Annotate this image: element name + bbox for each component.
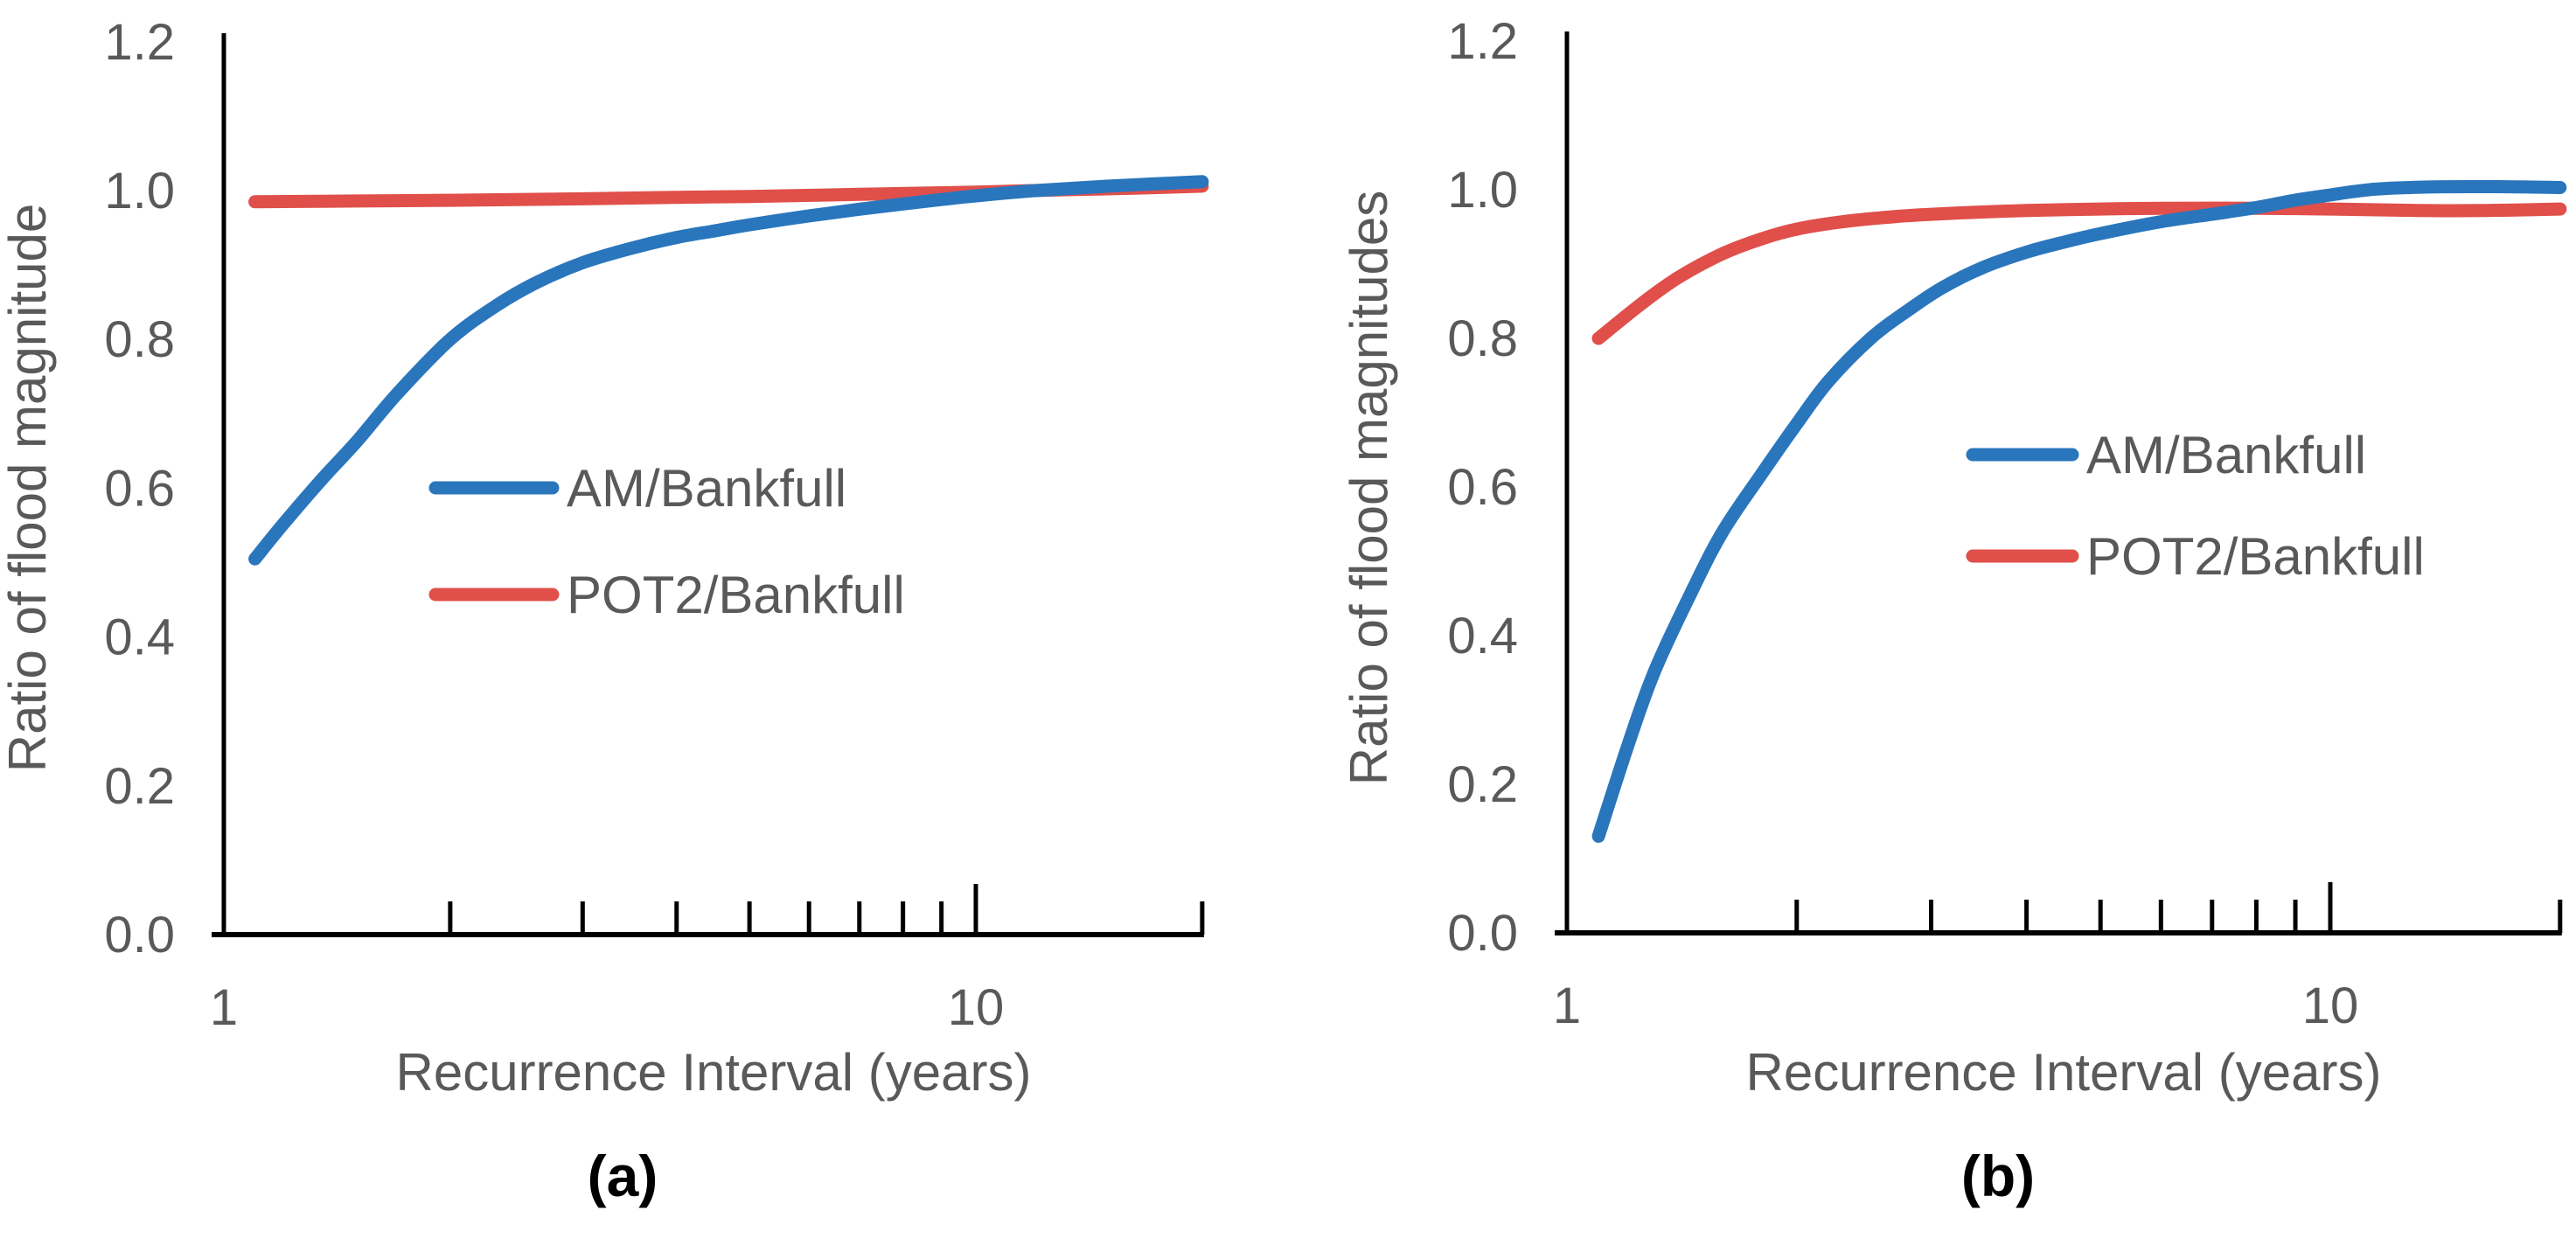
series-line-am-bankfull	[1591, 179, 2567, 843]
y-tick-label: 0.0	[104, 907, 175, 963]
series-line-pot2-bankfull	[1591, 201, 2567, 345]
legend-label: POT2/Bankfull	[2086, 527, 2425, 586]
y-tick-label: 0.0	[1447, 905, 1518, 962]
y-tick-label: 0.4	[104, 609, 175, 666]
legend-a: AM/Bankfull POT2/Bankfull	[428, 459, 905, 624]
x-tick-label: 10	[948, 979, 1005, 1036]
y-tick-label: 1.0	[104, 163, 175, 219]
legend-label: POT2/Bankfull	[567, 566, 905, 624]
legend-label: AM/Bankfull	[567, 459, 846, 518]
y-tick-label: 0.4	[1447, 608, 1518, 664]
panel-b: 1 10 0.0 0.2 0.4 0.6 0.8 1.0 1.2 AM/Bankfull POT2…	[1340, 13, 2567, 1208]
series-group-b	[1591, 179, 2567, 843]
y-tick-label: 0.8	[1447, 310, 1518, 367]
y-tick-label: 1.2	[1447, 13, 1518, 70]
y-tick-label: 0.8	[104, 311, 175, 368]
x-axis-title-b: Recurrence Interval (years)	[1746, 1043, 2382, 1102]
y-tick-label: 0.6	[104, 460, 175, 517]
caption-a: (a)	[588, 1144, 658, 1208]
x-tick-label: 1	[1553, 977, 1581, 1034]
legend-b: AM/Bankfull POT2/Bankfull	[1966, 426, 2425, 586]
y-tick-label: 0.2	[1447, 756, 1518, 813]
y-tick-label: 1.0	[1447, 162, 1518, 219]
caption-b: (b)	[1961, 1144, 2035, 1208]
x-axis-title-a: Recurrence Interval (years)	[396, 1043, 1032, 1102]
legend-label: AM/Bankfull	[2086, 426, 2366, 484]
axes-a: 1 10 0.0 0.2 0.4 0.6 0.8 1.0 1.2	[104, 14, 1205, 1036]
y-tick-label: 1.2	[104, 14, 175, 71]
y-axis-title-b: Ratio of flood magnitudes	[1340, 191, 1398, 785]
y-tick-label: 0.2	[104, 758, 175, 815]
x-tick-label: 10	[2302, 977, 2359, 1034]
series-line-am-bankfull	[248, 175, 1209, 566]
axes-b: 1 10 0.0 0.2 0.4 0.6 0.8 1.0 1.2	[1447, 13, 2563, 1034]
panel-a: 1 10 0.0 0.2 0.4 0.6 0.8 1.0 1.2 AM/Bankfull POT2…	[0, 14, 1209, 1208]
y-tick-label: 0.6	[1447, 459, 1518, 516]
y-axis-title-a: Ratio of flood magnitude	[0, 204, 57, 772]
x-tick-label: 1	[210, 979, 238, 1036]
series-group-a	[248, 175, 1209, 566]
